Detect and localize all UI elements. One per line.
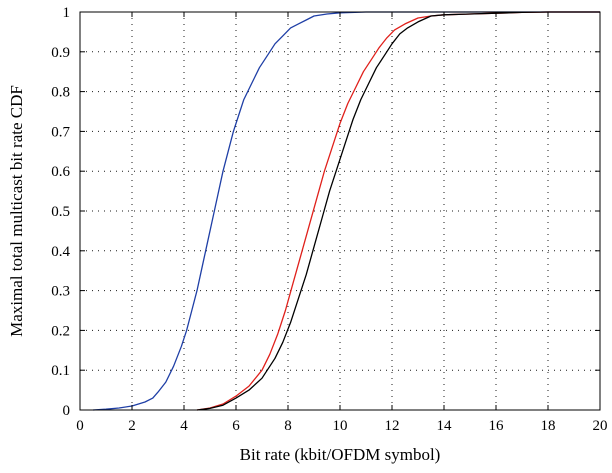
grid-layer <box>80 12 600 410</box>
x-tick-label: 10 <box>333 418 348 434</box>
y-tick-label: 1 <box>63 5 71 21</box>
x-tick-label: 16 <box>489 418 505 434</box>
x-tick-label: 2 <box>128 418 136 434</box>
y-tick-label: 0.7 <box>51 124 70 140</box>
x-tick-label: 14 <box>437 418 453 434</box>
y-tick-label: 0.4 <box>51 244 70 260</box>
x-tick-label: 8 <box>284 418 292 434</box>
y-tick-label: 0.3 <box>51 284 70 300</box>
x-tick-label: 0 <box>76 418 84 434</box>
y-tick-label: 0 <box>63 403 71 419</box>
x-tick-label: 12 <box>385 418 400 434</box>
y-tick-label: 0.5 <box>51 204 70 220</box>
x-tick-label: 18 <box>541 418 556 434</box>
x-axis-label: Bit rate (kbit/OFDM symbol) <box>240 445 441 464</box>
y-tick-label: 0.2 <box>51 323 70 339</box>
y-tick-label: 0.6 <box>51 164 70 180</box>
series-layer <box>92 11 600 411</box>
series-line-3 <box>196 11 600 411</box>
tick-layer: 0 2 4 6 8 10 12 14 16 18 20 0 0.1 0.2 0.3 0.4 0.5 0.6 0.7 0… <box>51 5 607 434</box>
y-tick-label: 0.1 <box>51 363 70 379</box>
x-tick-label: 20 <box>593 418 608 434</box>
y-tick-label: 0.9 <box>51 45 70 61</box>
series-line-1 <box>92 11 600 411</box>
x-tick-label: 6 <box>232 418 240 434</box>
y-tick-label: 0.8 <box>51 85 70 101</box>
x-tick-label: 4 <box>180 418 188 434</box>
y-axis-label: Maximal total multicast bit rate CDF <box>7 85 26 337</box>
